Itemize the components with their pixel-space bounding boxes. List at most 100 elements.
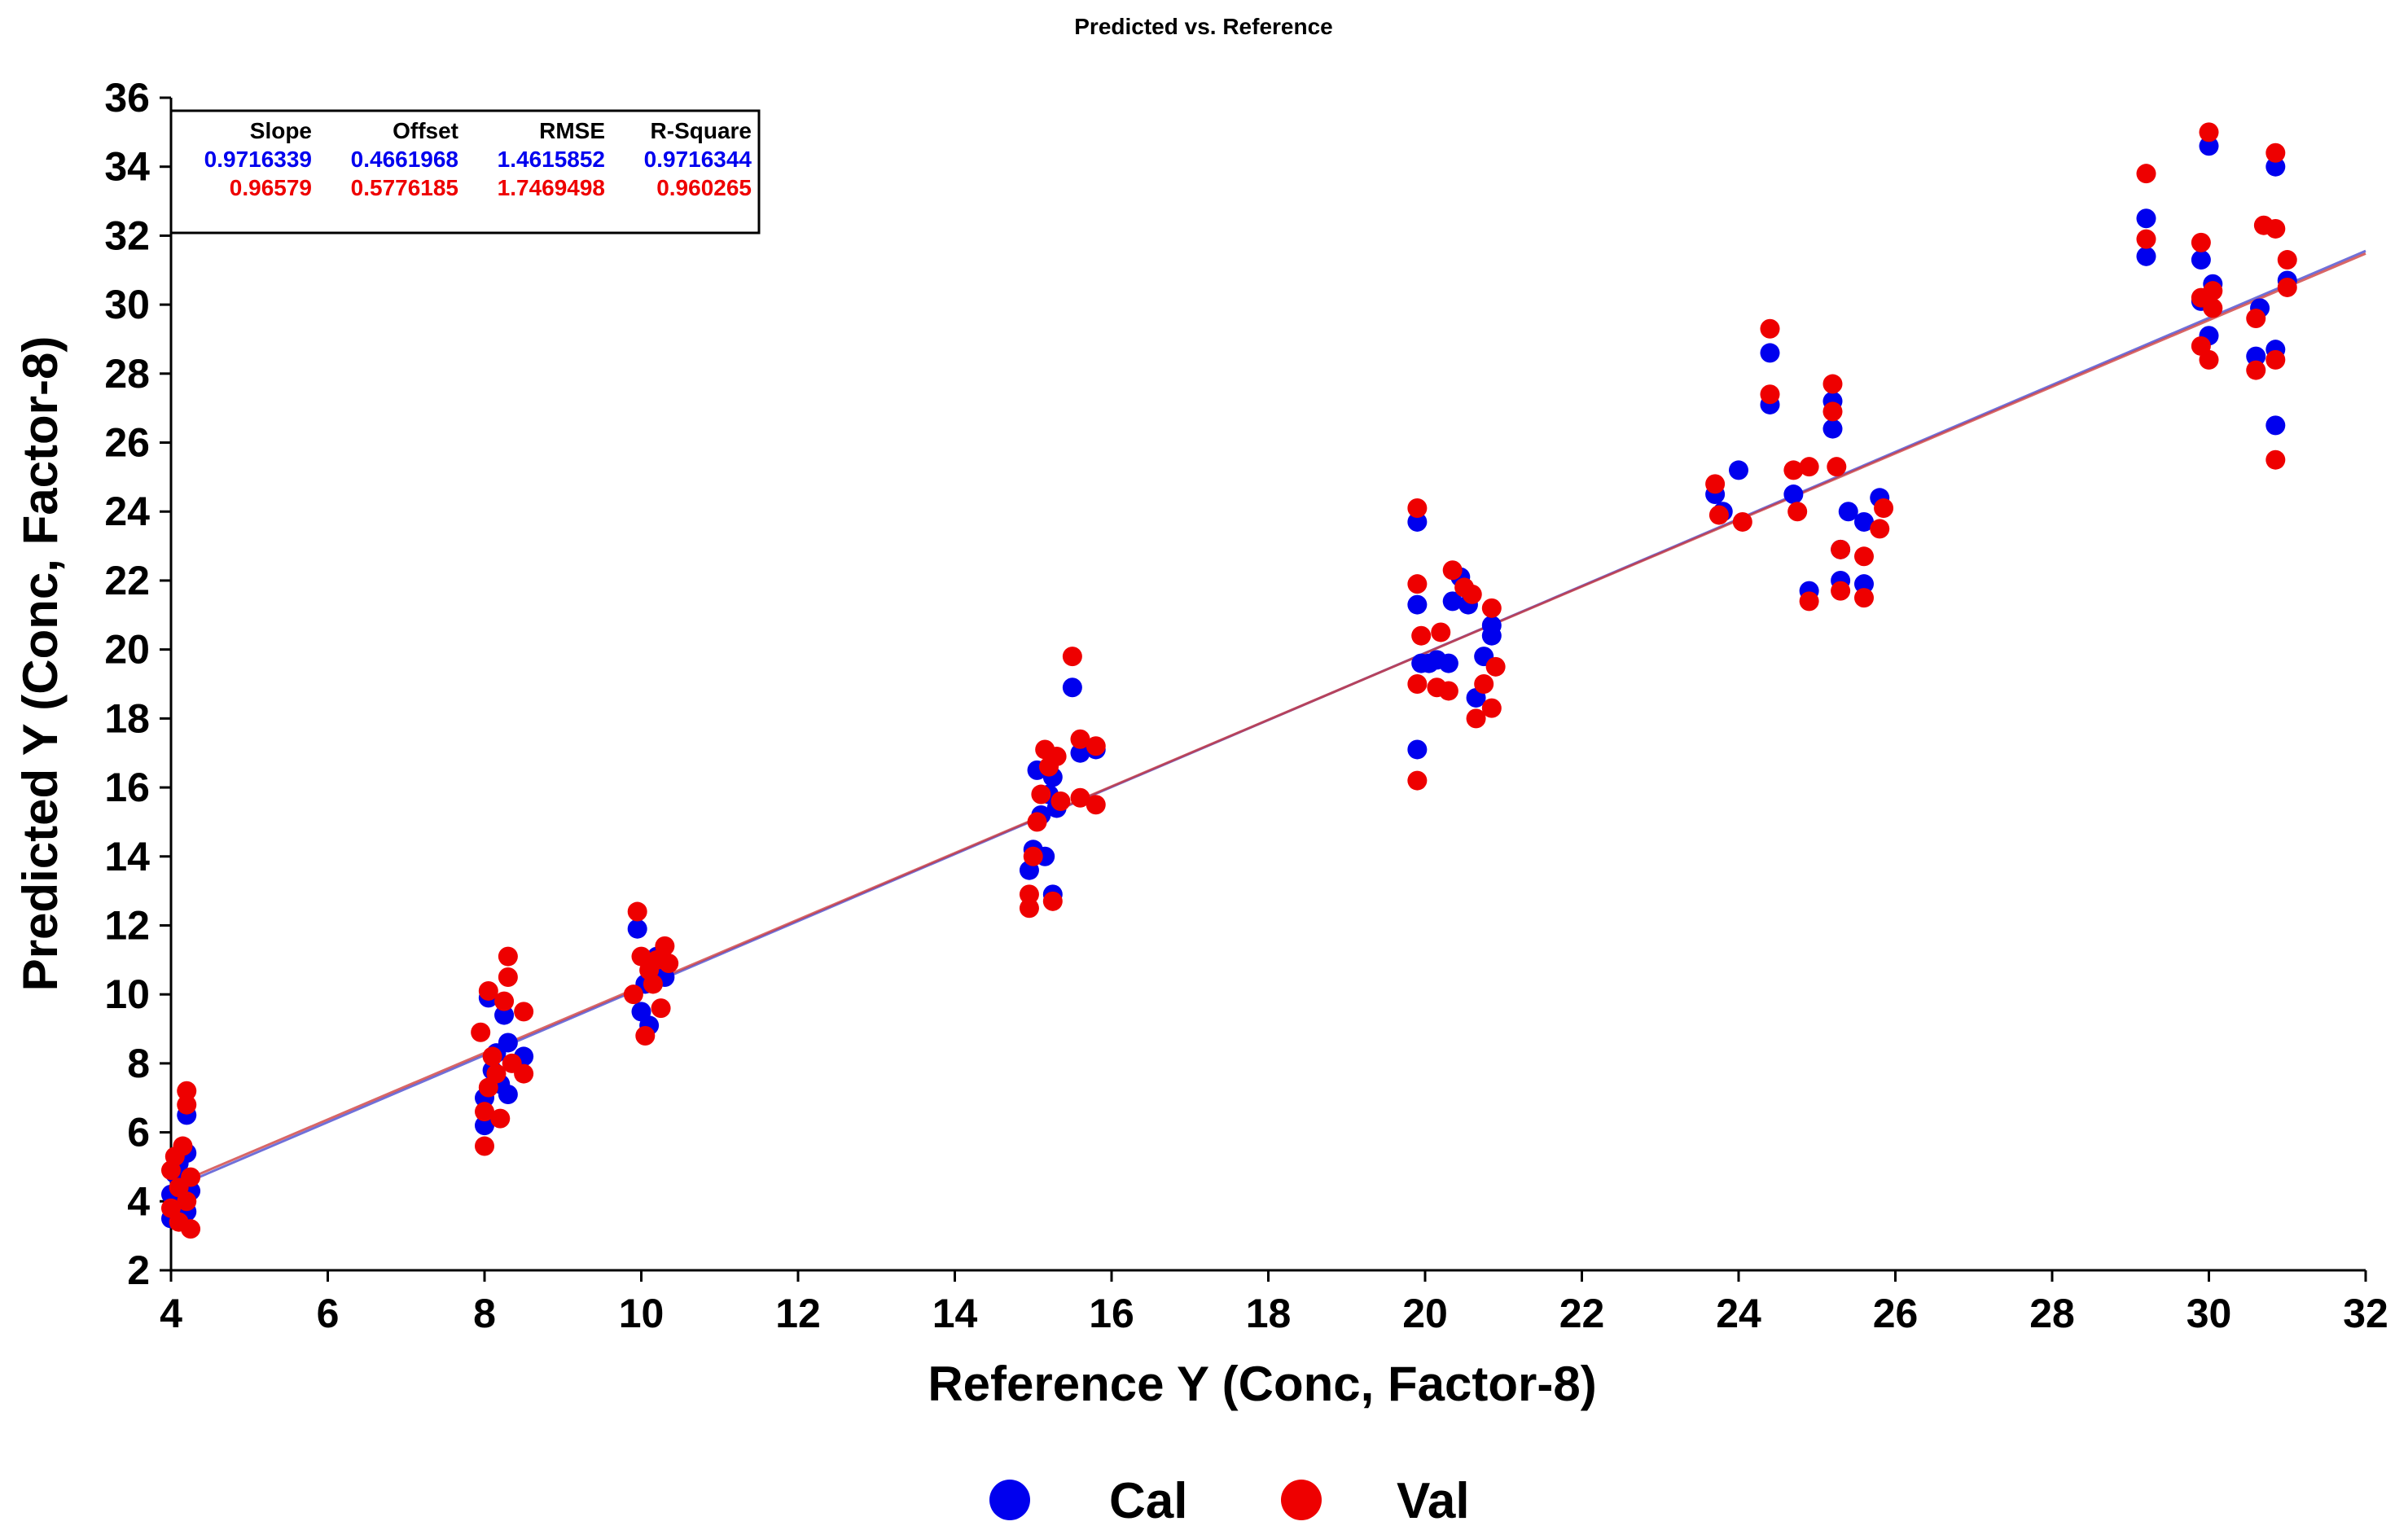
data-point-val — [1787, 502, 1808, 522]
data-point-val — [177, 1191, 197, 1212]
data-point-val — [651, 998, 671, 1019]
data-point-cal — [2191, 250, 2211, 270]
data-point-val — [2265, 218, 2286, 239]
chart-title: Predicted vs. Reference — [1074, 14, 1333, 39]
data-point-val — [1070, 729, 1090, 749]
y-tick-label: 28 — [104, 351, 150, 397]
data-point-val — [635, 1026, 656, 1046]
data-point-val — [1407, 674, 1428, 694]
data-point-val — [1019, 898, 1039, 919]
regression-lines — [170, 249, 2366, 1190]
data-point-val — [2246, 309, 2266, 329]
x-tick-label: 22 — [1559, 1291, 1605, 1336]
data-point-val — [2265, 142, 2286, 163]
stat-value-cal: 0.4661968 — [351, 147, 458, 172]
y-tick-label: 2 — [127, 1247, 150, 1293]
data-point-cal — [475, 1116, 494, 1136]
data-point-val — [1827, 457, 1847, 477]
y-tick-label: 30 — [104, 282, 150, 327]
stat-value-val: 1.7469498 — [498, 175, 605, 200]
data-point-val — [2203, 281, 2223, 301]
y-tick-label: 32 — [104, 213, 150, 258]
x-tick-label: 10 — [619, 1291, 665, 1336]
data-point-cal — [2136, 246, 2156, 266]
data-point-val — [1050, 791, 1071, 811]
data-point-cal — [1438, 653, 1458, 673]
data-point-val — [181, 1219, 201, 1239]
data-point-cal — [2136, 208, 2156, 229]
data-point-val — [643, 974, 663, 994]
data-point-val — [1438, 681, 1458, 701]
x-tick-label: 32 — [2343, 1291, 2388, 1336]
stat-value-cal: 0.9716339 — [204, 147, 312, 172]
data-point-val — [1466, 708, 1486, 729]
data-point-val — [2246, 360, 2266, 380]
data-point-val — [1822, 401, 1843, 422]
data-point-val — [1023, 846, 1043, 866]
data-point-cal — [1481, 616, 1502, 635]
data-point-val — [1481, 598, 1502, 618]
data-point-val — [177, 1081, 197, 1101]
y-tick-label: 8 — [127, 1041, 150, 1086]
data-point-val — [1705, 474, 1726, 494]
data-point-val — [1431, 622, 1451, 642]
data-point-val — [1086, 795, 1106, 815]
data-point-val — [181, 1167, 201, 1187]
y-tick-label: 22 — [104, 558, 150, 603]
data-point-val — [1086, 736, 1106, 756]
data-point-val — [1822, 374, 1843, 394]
data-point-val — [1046, 746, 1067, 766]
data-point-val — [1407, 770, 1428, 791]
legend-label-cal: Cal — [1109, 1473, 1187, 1529]
stat-value-val: 0.96579 — [230, 175, 312, 200]
data-point-val — [1799, 591, 1819, 612]
data-point-val — [1070, 787, 1090, 808]
data-point-cal — [1729, 460, 1748, 480]
stat-header-slope: Slope — [250, 118, 312, 143]
data-point-val — [494, 991, 515, 1011]
data-point-cal — [2199, 136, 2219, 156]
data-point-val — [659, 954, 679, 974]
data-point-val — [1732, 511, 1752, 532]
data-point-val — [2199, 122, 2219, 142]
x-tick-label: 24 — [1716, 1291, 1761, 1336]
x-tick-label: 4 — [160, 1291, 182, 1336]
data-point-val — [482, 1046, 502, 1067]
legend: Cal Val — [989, 1473, 1470, 1529]
data-point-cal — [1783, 484, 1804, 505]
x-tick-label: 8 — [473, 1291, 496, 1336]
x-tick-label: 12 — [775, 1291, 821, 1336]
stat-value-val: 0.960265 — [656, 175, 752, 200]
stat-header-r-square: R-Square — [651, 118, 752, 143]
legend-marker-val — [1281, 1480, 1322, 1520]
data-point-val — [1027, 812, 1047, 832]
data-point-val — [1854, 588, 1874, 608]
data-point-cal — [1854, 574, 1874, 594]
data-point-val — [1042, 891, 1063, 911]
data-point-cal — [1407, 511, 1428, 532]
data-point-val — [1019, 884, 1039, 905]
data-point-val — [1485, 656, 1506, 677]
stat-header-offset: Offset — [393, 118, 458, 143]
data-point-val — [2277, 277, 2297, 297]
data-point-val — [623, 984, 643, 1005]
data-point-cal — [1070, 743, 1090, 763]
data-point-val — [1442, 560, 1463, 581]
statistics-box-border — [169, 109, 761, 235]
data-point-cal — [498, 1085, 518, 1104]
y-tick-label: 24 — [104, 489, 150, 534]
data-point-val — [2265, 349, 2286, 370]
y-tick-label: 6 — [127, 1110, 150, 1155]
data-point-val — [1874, 498, 1894, 518]
data-point-val — [1783, 460, 1804, 480]
data-point-val — [478, 980, 498, 1001]
data-point-val — [514, 1063, 534, 1084]
data-point-val — [2136, 164, 2156, 184]
data-point-val — [1481, 698, 1502, 718]
data-point-val — [1831, 539, 1851, 559]
x-tick-label: 18 — [1246, 1291, 1292, 1336]
y-tick-label: 16 — [104, 765, 150, 810]
data-point-cal — [1442, 591, 1463, 612]
stat-value-val: 0.5776185 — [351, 175, 458, 200]
